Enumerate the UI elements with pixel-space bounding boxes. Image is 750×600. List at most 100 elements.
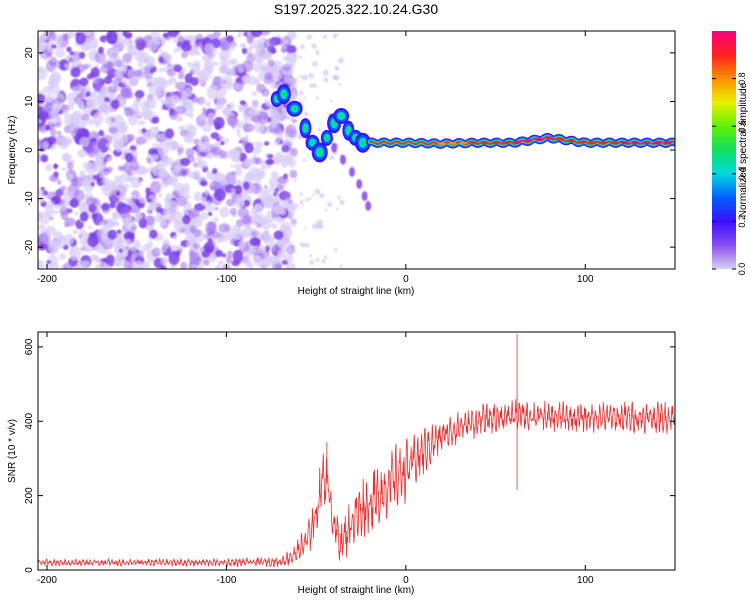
noise-blob bbox=[129, 245, 138, 252]
noise-blob bbox=[64, 138, 73, 145]
steady-core bbox=[459, 141, 468, 145]
steady-core bbox=[610, 141, 618, 145]
noise-blob bbox=[281, 191, 292, 201]
noise-blob bbox=[118, 98, 125, 106]
noise-blob bbox=[283, 138, 289, 143]
noise-blob bbox=[292, 77, 298, 83]
noise-blob bbox=[49, 174, 59, 182]
noise-blob bbox=[89, 94, 101, 106]
noise-blob bbox=[322, 69, 329, 76]
noise-blob bbox=[135, 265, 143, 269]
noise-blob bbox=[124, 107, 134, 117]
noise-blob bbox=[57, 179, 62, 185]
noise-blob bbox=[244, 142, 254, 154]
noise-blob bbox=[243, 181, 250, 190]
noise-blob bbox=[164, 128, 175, 139]
noise-blob bbox=[110, 131, 121, 141]
tail-blob bbox=[356, 179, 363, 189]
noise-blob bbox=[200, 180, 208, 187]
noise-blob bbox=[90, 137, 97, 143]
noise-blob bbox=[175, 250, 181, 257]
noise-blob bbox=[298, 75, 302, 78]
noise-blob bbox=[263, 38, 275, 49]
noise-blob bbox=[107, 229, 117, 240]
noise-blob bbox=[223, 138, 230, 144]
noise-blob bbox=[280, 221, 292, 231]
noise-blob bbox=[315, 258, 320, 262]
noise-blob bbox=[303, 97, 307, 100]
noise-blob bbox=[209, 180, 222, 191]
noise-blob bbox=[228, 67, 236, 76]
noise-blob bbox=[242, 60, 254, 72]
noise-blob bbox=[162, 54, 171, 62]
noise-blob bbox=[74, 189, 85, 202]
noise-blob bbox=[193, 162, 198, 168]
noise-blob bbox=[175, 81, 187, 91]
noise-blob bbox=[117, 87, 122, 91]
noise-blob bbox=[161, 248, 167, 253]
noise-blob bbox=[167, 63, 172, 68]
noise-blob bbox=[258, 171, 265, 177]
snr-x-tick-label: 100 bbox=[577, 575, 594, 586]
noise-blob bbox=[287, 199, 293, 204]
snr-y-tick-label: 200 bbox=[24, 487, 35, 504]
noise-blob bbox=[191, 95, 198, 103]
noise-blob bbox=[70, 66, 81, 78]
noise-blob bbox=[116, 37, 126, 44]
noise-blob bbox=[205, 153, 211, 159]
noise-blob bbox=[42, 49, 47, 55]
noise-blob bbox=[130, 160, 140, 172]
noise-blob bbox=[58, 253, 66, 260]
noise-blob bbox=[94, 159, 101, 167]
transition-blob bbox=[332, 120, 337, 127]
noise-blob bbox=[215, 249, 223, 258]
noise-blob bbox=[135, 166, 148, 176]
noise-blob bbox=[210, 108, 217, 114]
noise-blob bbox=[323, 255, 328, 260]
noise-blob bbox=[181, 96, 191, 107]
noise-blob bbox=[63, 233, 75, 245]
noise-blob bbox=[137, 120, 146, 126]
noise-blob bbox=[273, 188, 279, 195]
noise-blob bbox=[80, 202, 88, 211]
noise-blob bbox=[108, 127, 118, 134]
noise-blob bbox=[137, 111, 145, 117]
noise-blob bbox=[250, 248, 257, 254]
steady-core bbox=[642, 141, 651, 145]
noise-blob bbox=[285, 52, 297, 66]
noise-blob bbox=[178, 71, 185, 80]
noise-blob bbox=[184, 87, 193, 98]
noise-blob bbox=[305, 197, 309, 202]
snr-x-tick-label: -200 bbox=[37, 575, 57, 586]
noise-blob bbox=[79, 136, 90, 148]
noise-blob bbox=[255, 141, 264, 149]
noise-blob bbox=[311, 43, 317, 49]
noise-blob bbox=[216, 237, 224, 243]
noise-blob bbox=[42, 141, 49, 150]
noise-blob bbox=[199, 115, 208, 121]
noise-blob bbox=[113, 114, 124, 124]
noise-blob bbox=[246, 35, 254, 45]
snr-ticks: -200 -100 0 100 0 200 400 600 bbox=[24, 332, 675, 586]
noise-blob bbox=[250, 31, 263, 38]
noise-blob bbox=[266, 194, 277, 206]
transition-blob bbox=[346, 127, 351, 134]
noise-blob bbox=[187, 171, 199, 180]
noise-blob bbox=[241, 47, 248, 55]
noise-blob bbox=[275, 138, 281, 144]
noise-blob bbox=[54, 46, 65, 58]
noise-blob bbox=[211, 61, 219, 67]
noise-blob bbox=[146, 240, 153, 249]
noise-blob bbox=[160, 171, 166, 177]
noise-blob bbox=[200, 212, 209, 221]
noise-blob bbox=[136, 242, 141, 249]
steady-core bbox=[523, 139, 532, 143]
noise-blob bbox=[212, 31, 221, 39]
noise-blob bbox=[238, 152, 247, 162]
noise-blob bbox=[118, 248, 123, 253]
colorbar-tick-label: 0.8 bbox=[737, 72, 747, 85]
noise-blob bbox=[263, 188, 272, 197]
noise-blob bbox=[216, 138, 221, 142]
noise-blob bbox=[239, 100, 246, 106]
noise-blob bbox=[227, 250, 234, 258]
